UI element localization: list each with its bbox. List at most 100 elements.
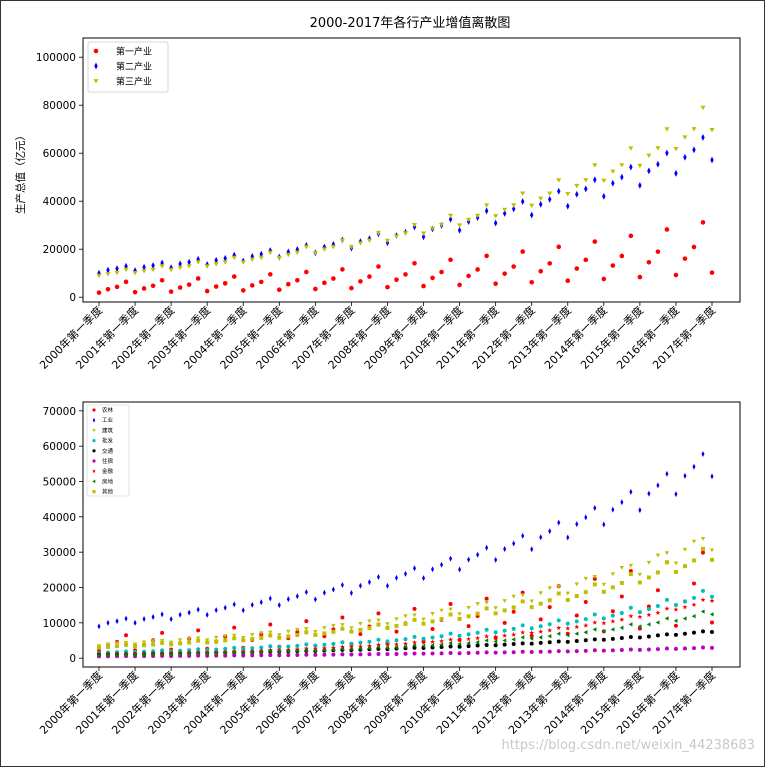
data-point	[213, 284, 219, 289]
data-point	[448, 215, 453, 223]
data-point	[403, 614, 408, 619]
data-point	[412, 634, 417, 639]
x-tick-label: 2012年第一季度	[469, 303, 538, 372]
bottom-chart-plot-area	[82, 401, 741, 668]
data-point	[646, 607, 651, 612]
data-point	[142, 616, 146, 623]
data-point	[204, 264, 210, 269]
data-point	[466, 644, 471, 649]
data-point	[611, 179, 615, 187]
data-point	[466, 636, 472, 642]
data-point	[565, 191, 571, 197]
data-point	[484, 638, 489, 643]
data-point	[574, 594, 579, 599]
data-point	[376, 645, 381, 650]
y-tick-label: 60000	[43, 148, 76, 160]
data-point	[475, 640, 480, 645]
data-point	[610, 627, 615, 632]
legend-marker	[92, 408, 96, 412]
data-point	[529, 599, 534, 604]
data-point	[619, 617, 625, 622]
data-point	[682, 646, 687, 651]
data-point	[304, 627, 309, 631]
data-point	[583, 617, 588, 622]
data-point	[484, 203, 490, 208]
data-point	[177, 651, 182, 657]
data-point	[412, 651, 417, 656]
data-point	[322, 631, 327, 636]
data-point	[160, 611, 164, 618]
data-point	[664, 616, 669, 621]
data-point	[583, 630, 588, 635]
data-point	[592, 648, 597, 653]
y-tick-label: 10000	[43, 618, 76, 630]
data-point	[521, 532, 525, 539]
legend-label: 农林	[102, 406, 114, 414]
data-point	[484, 642, 489, 647]
data-point	[295, 648, 299, 654]
data-point	[412, 606, 417, 611]
data-point	[691, 595, 696, 600]
data-point	[403, 644, 408, 649]
data-point	[366, 238, 372, 243]
data-point	[655, 553, 661, 558]
data-point	[358, 279, 363, 284]
data-point	[331, 623, 336, 628]
data-point	[313, 632, 318, 637]
data-point	[538, 601, 543, 606]
data-point	[430, 643, 435, 648]
data-point	[312, 646, 318, 651]
top-chart-legend-box	[87, 41, 169, 93]
data-point	[340, 615, 345, 620]
data-point	[683, 153, 687, 161]
data-point	[584, 514, 588, 521]
data-point	[538, 200, 543, 208]
data-point	[123, 279, 129, 285]
data-point	[502, 650, 507, 655]
data-point	[187, 258, 191, 266]
x-tick-label: 2005年第一季度	[217, 303, 286, 372]
data-point	[682, 604, 688, 610]
data-point	[259, 631, 264, 636]
data-point	[412, 639, 417, 645]
top-chart-plot-area	[82, 37, 741, 303]
data-point	[322, 642, 327, 647]
x-tick-label: 2000年第一季度	[37, 303, 106, 372]
data-point	[575, 521, 579, 528]
data-point	[367, 652, 372, 657]
y-tick-label: 50000	[43, 477, 76, 489]
data-point	[384, 238, 391, 244]
legend-label: 第一产业	[116, 46, 152, 58]
data-point	[186, 282, 192, 287]
data-point	[511, 632, 517, 637]
data-point	[611, 506, 615, 513]
data-point	[484, 606, 489, 611]
data-point	[349, 626, 354, 631]
data-point	[691, 558, 696, 563]
data-point	[691, 539, 697, 544]
data-point	[295, 629, 300, 634]
data-point	[250, 650, 254, 655]
data-point	[700, 588, 705, 593]
x-tick-label: 2008年第一季度	[325, 668, 394, 737]
data-point	[259, 653, 264, 658]
data-point	[196, 647, 201, 652]
data-point	[367, 626, 372, 631]
data-point	[538, 624, 543, 629]
data-point	[439, 634, 444, 639]
data-point	[512, 540, 516, 547]
data-point	[610, 263, 616, 268]
x-tick-label: 2008年第一季度	[325, 303, 394, 372]
data-point	[196, 628, 201, 633]
x-tick-label: 2016年第一季度	[613, 303, 682, 372]
data-point	[358, 627, 363, 632]
data-point	[223, 646, 228, 651]
data-point	[502, 642, 507, 647]
bottom-chart: 0 10000 20000 30000 40000 50000 60000 70000 200…	[37, 401, 741, 737]
data-point	[574, 624, 580, 630]
x-tick-label: 2002年第一季度	[109, 303, 178, 372]
data-point	[385, 582, 389, 589]
data-point	[646, 634, 651, 639]
data-point	[304, 648, 308, 653]
data-point	[529, 641, 534, 646]
